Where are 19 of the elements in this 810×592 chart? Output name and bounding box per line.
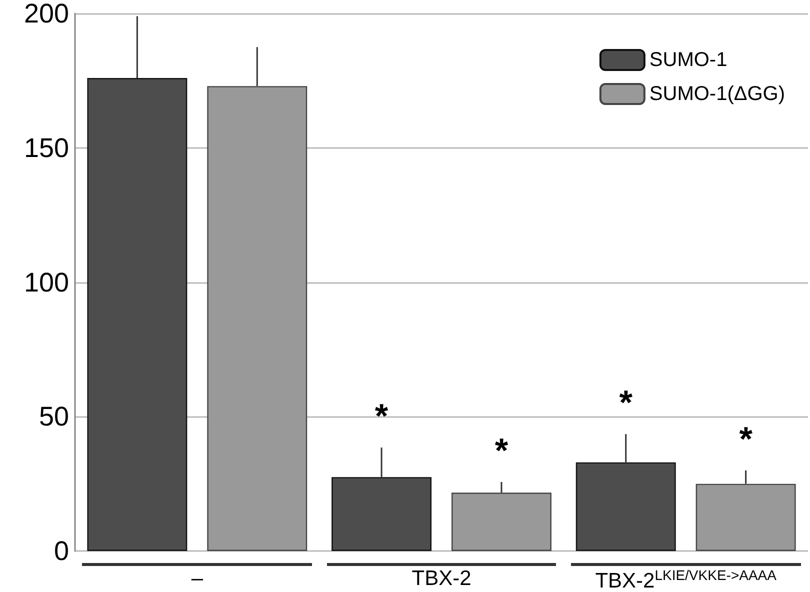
x-tick-label: – (191, 567, 204, 590)
data-label: * (619, 384, 634, 422)
bar (696, 484, 796, 551)
y-tick-label: 150 (24, 132, 69, 163)
bar (207, 86, 308, 551)
bar (451, 492, 552, 551)
data-label: * (494, 432, 509, 470)
bar (332, 477, 432, 551)
data-label: * (374, 398, 389, 436)
y-tick-label: 50 (38, 402, 69, 432)
bar (576, 462, 676, 551)
legend-label: SUMO-1 (649, 49, 728, 71)
y-tick-label: 200 (24, 0, 69, 28)
legend-label: SUMO-1(ΔGG) (649, 83, 785, 105)
x-tick-label: TBX-2 (412, 567, 472, 590)
data-label: * (739, 420, 754, 458)
bar (87, 78, 188, 551)
y-tick-label: 100 (24, 267, 69, 298)
y-tick-label: 0 (54, 536, 69, 566)
